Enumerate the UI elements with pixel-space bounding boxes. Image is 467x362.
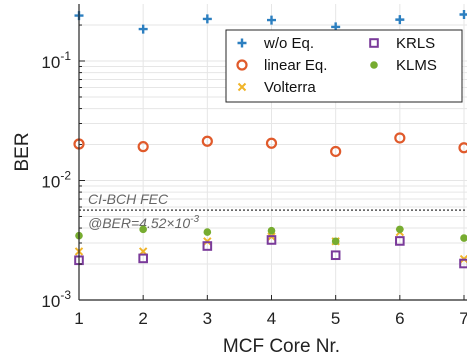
x-tick-label: 6 [395, 309, 404, 328]
data-point [396, 225, 404, 234]
data-point [137, 141, 149, 153]
data-point [267, 15, 276, 25]
y-tick-label: 10-3 [41, 288, 71, 311]
legend-label: w/o Eq. [263, 35, 314, 52]
data-point [203, 228, 212, 236]
x-tick-label: 3 [203, 309, 212, 328]
legend-item: KLMS [370, 57, 437, 74]
legend-marker [237, 82, 247, 92]
legend-item: linear Eq. [236, 57, 327, 74]
axes [78, 4, 467, 301]
data-point [266, 235, 277, 245]
data-point [330, 145, 342, 158]
data-point [395, 15, 405, 25]
data-point [459, 10, 467, 20]
legend-label: Volterra [264, 79, 316, 96]
x-tick-labels: 1 2 3 4 5 6 7 [74, 309, 467, 328]
x-axis-label: MCF Core Nr. [223, 336, 340, 357]
legend-label: KLMS [396, 57, 437, 74]
data-point [138, 253, 148, 264]
legend-marker [237, 38, 247, 48]
data-point [394, 132, 406, 144]
data-point [202, 14, 212, 24]
fec-label-line1: CI-BCH FEC [88, 191, 169, 207]
legend-box [225, 29, 463, 103]
data-point [138, 24, 148, 34]
legend: w/o Eq. linear Eq. Volterra KRLS KLMS [225, 29, 463, 103]
data-point [460, 234, 467, 242]
data-point [331, 237, 340, 246]
x-tick-label: 7 [459, 309, 467, 328]
legend-label: linear Eq. [264, 57, 327, 74]
x-tick-label: 4 [267, 309, 276, 328]
data-marks [73, 10, 467, 269]
data-point [459, 258, 467, 269]
x-tick-label: 1 [74, 309, 83, 328]
fec-threshold: CI-BCH FEC @BER=4.52×10-3 [79, 191, 467, 231]
legend-item: Volterra [237, 79, 316, 96]
data-point [267, 226, 276, 235]
fec-label-line2: @BER=4.52×10-3 [88, 214, 200, 231]
legend-marker [369, 38, 379, 48]
x-tick-label: 5 [331, 309, 340, 328]
data-point [330, 250, 341, 261]
data-point [202, 241, 213, 251]
data-point [139, 225, 147, 234]
data-point [265, 137, 278, 149]
legend-item: KRLS [369, 35, 435, 52]
y-tick-label: 10-2 [41, 169, 71, 192]
y-tick-labels: 10-3 10-2 10-1 [41, 49, 71, 311]
data-point [201, 135, 213, 147]
legend-marker [236, 59, 248, 71]
y-axis-label: BER [12, 132, 33, 171]
legend-marker [370, 61, 378, 69]
series-krls [74, 235, 467, 269]
data-point [395, 236, 405, 246]
series-klms [75, 225, 467, 246]
x-tick-label: 2 [138, 309, 147, 328]
data-point [458, 142, 467, 154]
y-tick-label: 10-1 [41, 49, 71, 72]
legend-label: KRLS [396, 35, 435, 52]
legend-item: w/o Eq. [237, 35, 314, 52]
